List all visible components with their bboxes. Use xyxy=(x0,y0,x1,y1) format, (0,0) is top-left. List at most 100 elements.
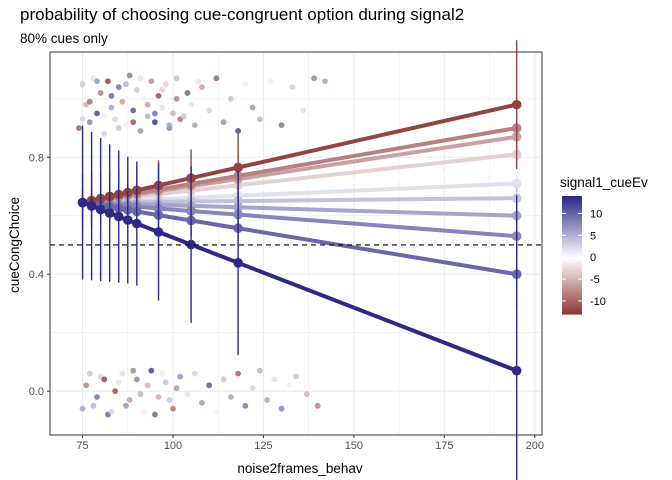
x-tick-label: 75 xyxy=(76,440,88,452)
raw-point xyxy=(159,87,166,93)
colorbar-segment xyxy=(562,227,582,231)
colorbar-segment xyxy=(562,203,582,207)
colorbar-segment xyxy=(562,298,582,301)
raw-point xyxy=(101,113,108,120)
colorbar-segment xyxy=(562,274,582,278)
raw-point xyxy=(104,78,111,85)
x-axis-title: noise2frames_behav xyxy=(237,461,363,476)
raw-point xyxy=(184,391,191,397)
raw-point xyxy=(144,113,151,120)
x-tick-label: 200 xyxy=(526,440,544,452)
raw-point xyxy=(278,122,285,128)
raw-point xyxy=(115,379,122,386)
colorbar-segment xyxy=(562,243,582,246)
raw-point xyxy=(180,113,187,120)
raw-point xyxy=(170,405,176,412)
raw-point xyxy=(137,75,144,82)
x-tick-label: 125 xyxy=(254,440,272,452)
raw-point xyxy=(90,402,97,409)
raw-point xyxy=(123,81,129,88)
raw-point xyxy=(76,125,82,131)
raw-point xyxy=(249,104,256,111)
colorbar-segment xyxy=(562,199,582,203)
raw-point xyxy=(144,101,151,108)
raw-point xyxy=(152,411,158,418)
raw-point xyxy=(137,128,144,134)
series-point xyxy=(511,99,522,110)
raw-point xyxy=(303,391,310,397)
colorbar-segment xyxy=(562,290,582,293)
colorbar-segment xyxy=(562,217,582,221)
colorbar-segment xyxy=(562,306,582,309)
raw-point xyxy=(141,408,147,415)
colorbar-segment xyxy=(562,235,582,238)
colorbar-segment xyxy=(562,205,582,209)
raw-point xyxy=(256,116,263,123)
colorbar-segment xyxy=(562,253,582,256)
colorbar-segment xyxy=(562,272,582,276)
raw-point xyxy=(155,394,162,400)
raw-point xyxy=(159,104,166,111)
raw-point xyxy=(314,402,321,409)
series-point xyxy=(77,197,88,208)
raw-point xyxy=(289,84,296,90)
colorbar-segment xyxy=(562,266,582,270)
legend-title: signal1_cueEv xyxy=(560,175,648,190)
raw-point xyxy=(242,402,249,409)
raw-point xyxy=(227,95,234,102)
raw-point xyxy=(173,385,180,392)
raw-point xyxy=(108,104,115,111)
raw-point xyxy=(152,119,158,126)
colorbar-segment xyxy=(562,249,582,252)
raw-point xyxy=(79,116,86,123)
colorbar-segment xyxy=(562,247,582,250)
raw-point xyxy=(256,367,263,374)
x-tick-label: 175 xyxy=(435,440,453,452)
raw-point xyxy=(141,95,147,102)
raw-point xyxy=(108,408,115,415)
series-point xyxy=(95,204,106,215)
colorbar-segment xyxy=(562,233,582,236)
raw-point xyxy=(278,405,285,412)
colorbar-segment xyxy=(562,284,582,288)
y-tick-label: 0.8 xyxy=(29,152,44,164)
colorbar-segment xyxy=(562,209,582,213)
raw-point xyxy=(184,90,191,96)
raw-point xyxy=(242,81,249,88)
raw-point xyxy=(86,370,93,377)
raw-point xyxy=(159,370,166,377)
raw-point xyxy=(108,92,115,99)
legend-label: 5 xyxy=(590,230,596,242)
colorbar-segment xyxy=(562,262,582,266)
raw-point xyxy=(188,101,194,108)
raw-point xyxy=(162,81,169,88)
chart-title: probability of choosing cue-congruent op… xyxy=(20,5,464,24)
colorbar-segment xyxy=(562,308,582,311)
raw-point xyxy=(195,78,202,85)
colorbar-segment xyxy=(562,223,582,227)
raw-point xyxy=(293,373,299,380)
colorbar-segment xyxy=(562,260,582,264)
raw-point xyxy=(206,107,213,114)
legend-label: 10 xyxy=(590,208,602,220)
colorbar-segment xyxy=(562,245,582,248)
raw-point xyxy=(148,78,155,85)
raw-point xyxy=(213,408,220,415)
raw-point xyxy=(235,370,242,377)
raw-point xyxy=(94,78,100,85)
raw-point xyxy=(101,130,108,137)
colorbar-segment xyxy=(562,256,582,260)
raw-point xyxy=(115,84,122,90)
y-tick-label: 0.0 xyxy=(29,386,44,398)
raw-point xyxy=(191,370,198,377)
colorbar-segment xyxy=(562,258,582,262)
colorbar-segment xyxy=(562,211,582,215)
raw-point xyxy=(123,402,129,409)
raw-point xyxy=(199,84,205,90)
raw-point xyxy=(112,116,119,123)
raw-point xyxy=(166,122,173,128)
raw-point xyxy=(213,75,220,82)
series-point xyxy=(233,258,243,268)
raw-point xyxy=(115,125,122,131)
raw-point xyxy=(123,122,129,128)
